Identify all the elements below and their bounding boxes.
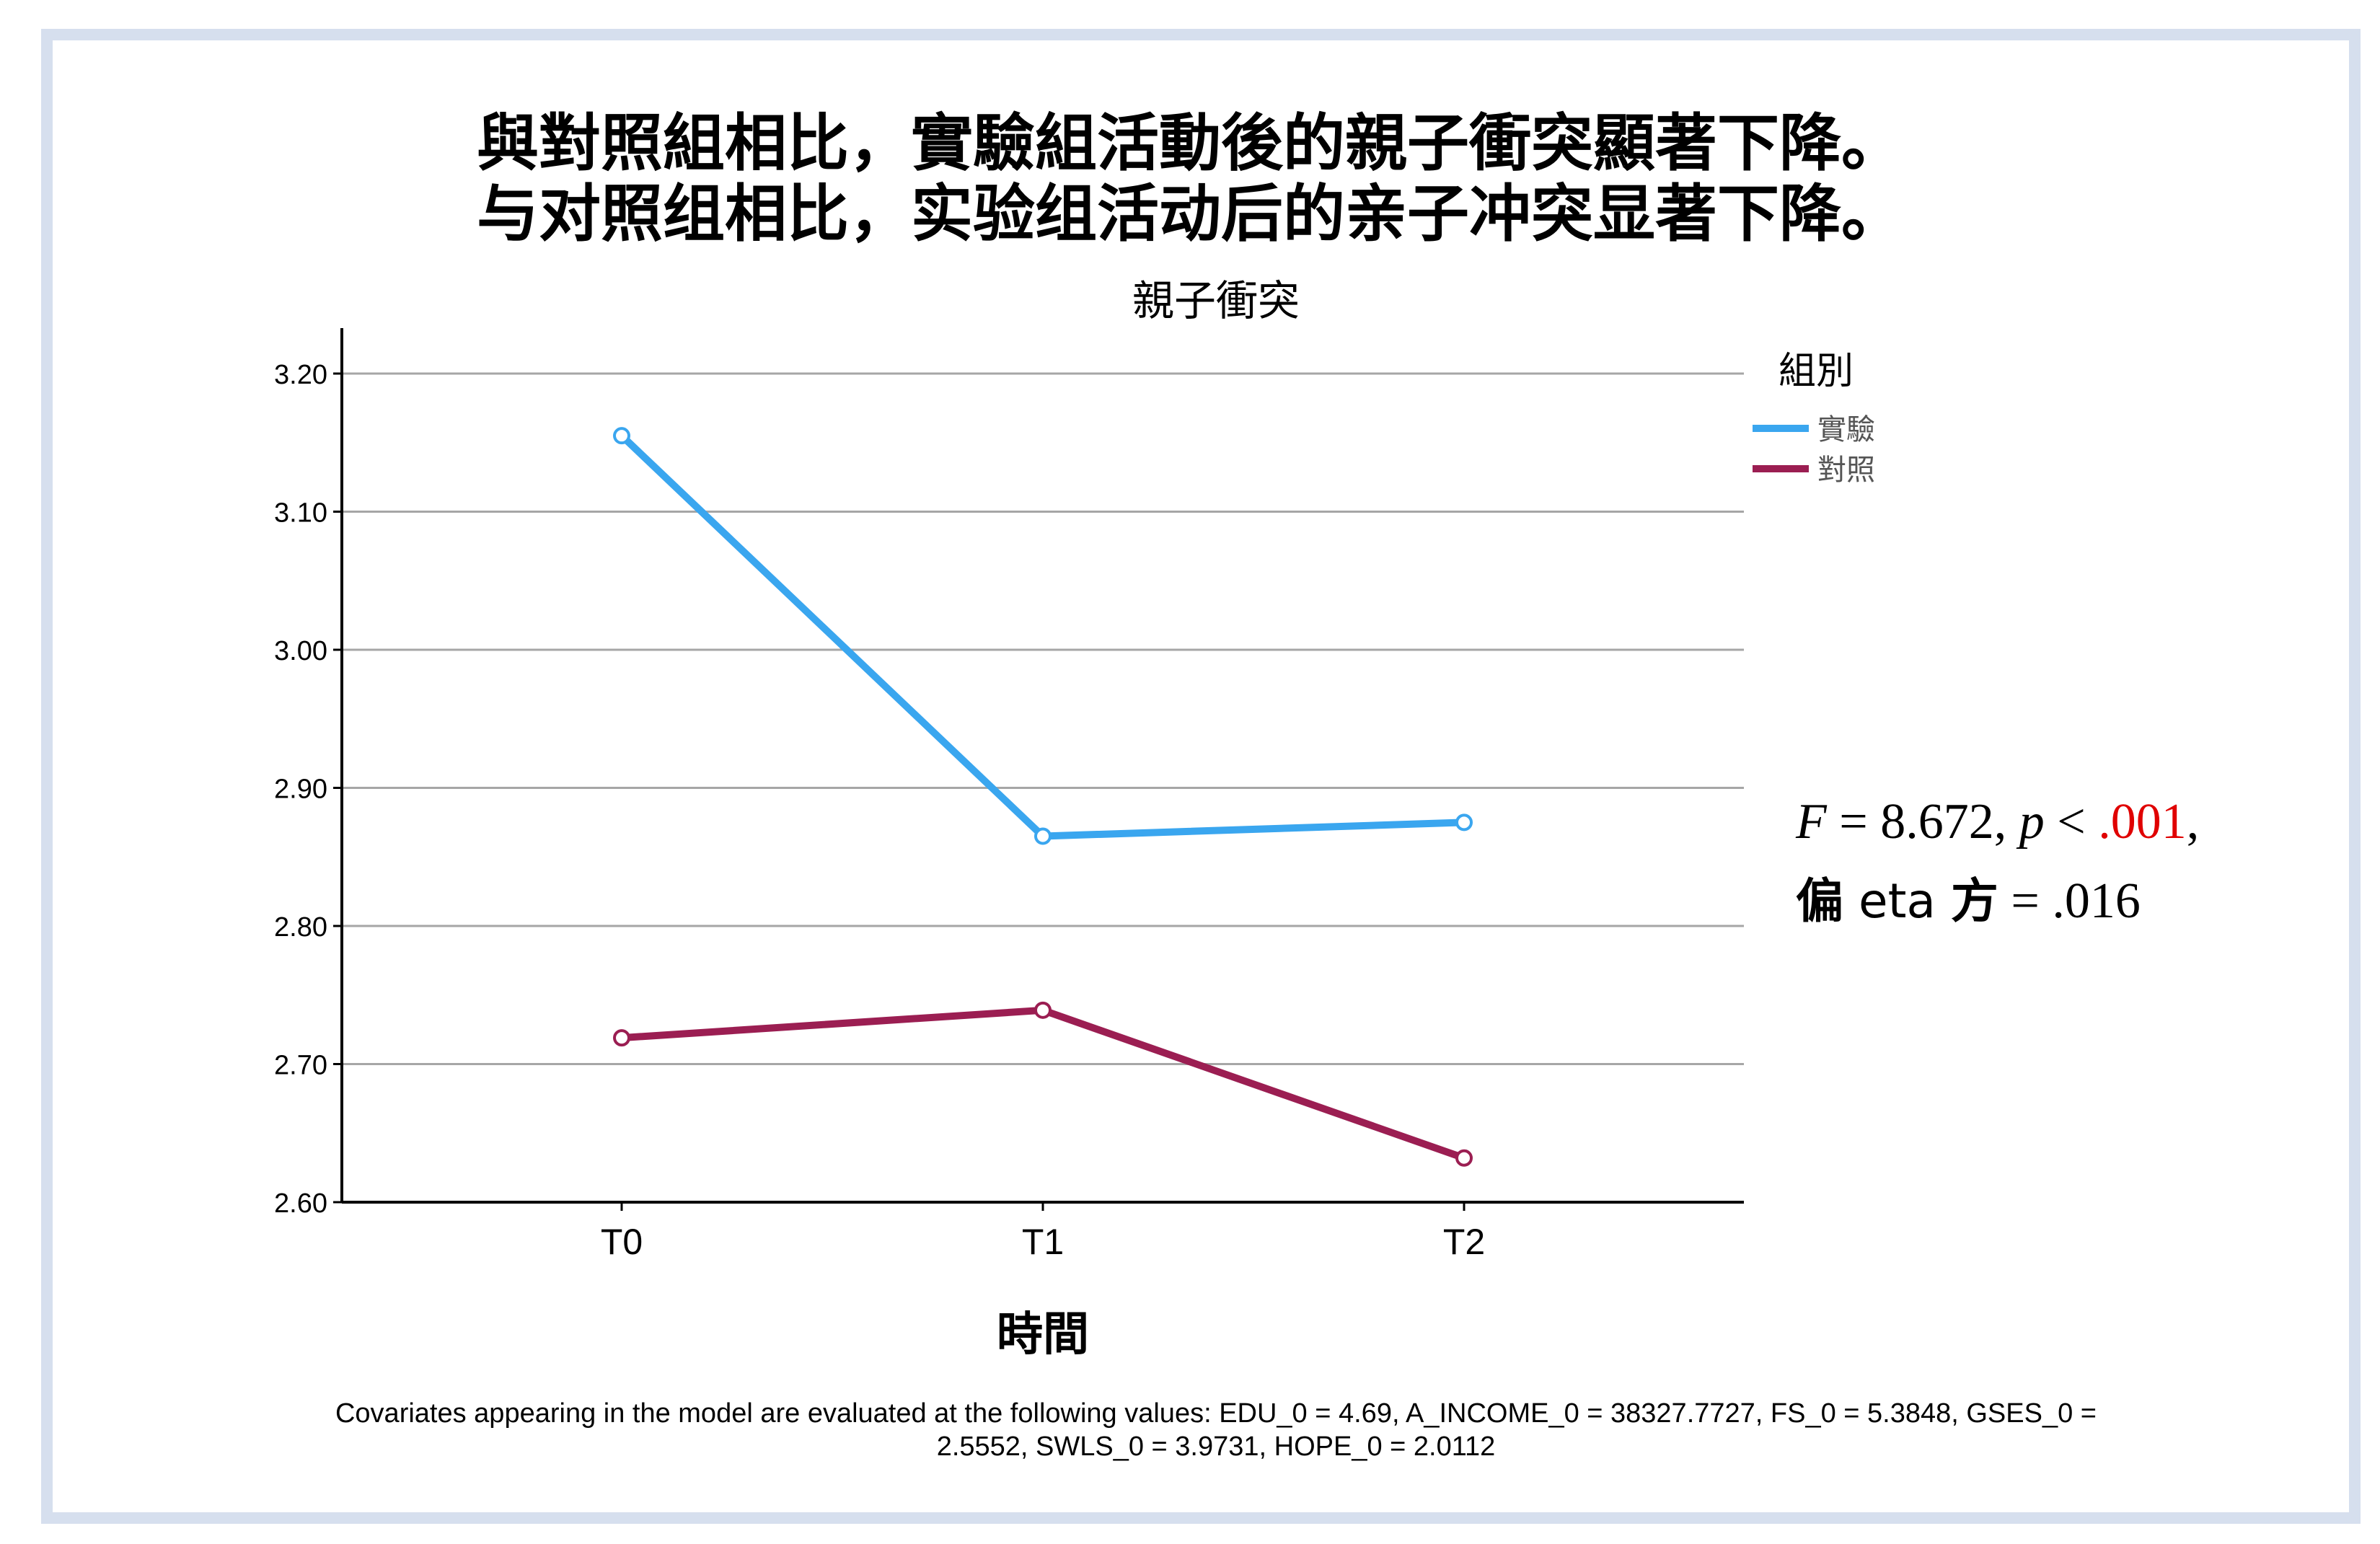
x-tick-label: T0: [601, 1222, 643, 1262]
footnote-line: Covariates appearing in the model are ev…: [335, 1398, 2097, 1429]
p-trailing-comma: ,: [2186, 794, 2200, 850]
headline-traditional: 與對照組相比，實驗組活動後的親子衝突顯著下降。: [477, 107, 1903, 180]
eta-cjk-square: 方: [1950, 873, 1998, 929]
x-tick-label: T2: [1443, 1222, 1485, 1262]
data-point: [1455, 1149, 1473, 1167]
series-line: [618, 1006, 1468, 1162]
data-point: [613, 427, 630, 445]
slide-frame: [41, 29, 2361, 1524]
data-point: [1455, 813, 1473, 831]
x-tick-label: T1: [1022, 1222, 1064, 1262]
y-tick-label: 3.20: [274, 360, 327, 390]
headline-simplified: 与对照组相比，实验组活动后的亲子冲突显著下降。: [477, 177, 1903, 250]
f-value: = 8.672,: [1826, 794, 2019, 850]
series-line: [618, 432, 1468, 840]
f-label: F: [1796, 794, 1827, 850]
x-axis-label: 時間: [997, 1308, 1089, 1362]
f-statistic-line: F = 8.672, p < .001,: [1796, 793, 2199, 851]
data-point: [1034, 827, 1052, 845]
data-point: [1034, 1001, 1052, 1019]
legend-label: 實驗: [1817, 413, 1875, 446]
p-value: .001: [2098, 794, 2187, 850]
data-point: [613, 1029, 630, 1047]
legend-title: 組別: [1779, 350, 1854, 393]
p-label: p: [2019, 794, 2045, 850]
y-tick-label: 3.00: [274, 636, 327, 666]
p-operator: <: [2044, 794, 2099, 850]
eta-word: eta: [1843, 873, 1951, 929]
footnote-line: 2.5552, SWLS_0 = 3.9731, HOPE_0 = 2.0112: [937, 1431, 1496, 1462]
legend-label: 對照: [1817, 454, 1875, 487]
y-tick-label: 2.60: [274, 1188, 327, 1219]
eta-value: = .016: [1998, 873, 2141, 929]
eta-statistic-line: 偏 eta 方 = .016: [1796, 863, 2141, 932]
y-tick-label: 2.90: [274, 775, 327, 805]
chart-title: 親子衝突: [1132, 276, 1300, 325]
eta-cjk-partial: 偏: [1796, 873, 1843, 929]
y-tick-label: 3.10: [274, 498, 327, 529]
y-tick-label: 2.70: [274, 1051, 327, 1081]
y-tick-label: 2.80: [274, 912, 327, 943]
